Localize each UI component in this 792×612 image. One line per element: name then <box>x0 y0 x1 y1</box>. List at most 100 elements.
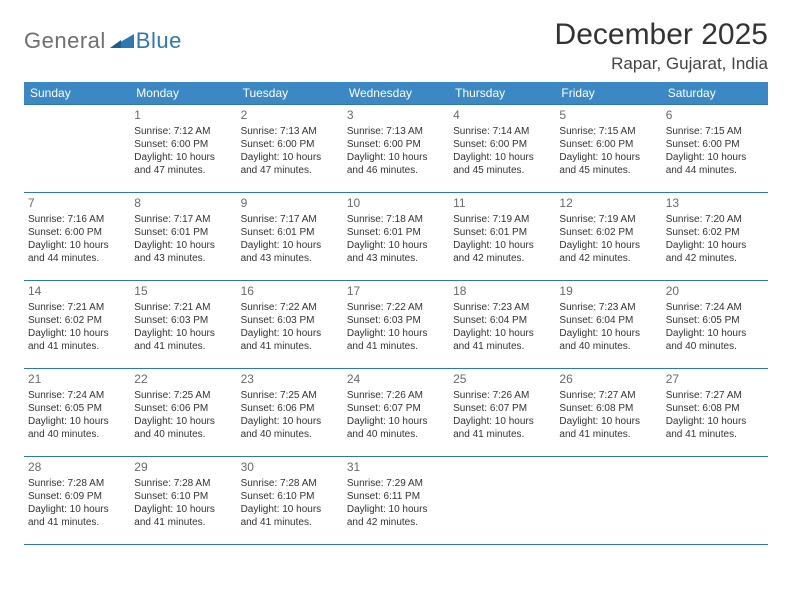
logo-text-blue: Blue <box>136 28 182 54</box>
day-info-line: Sunset: 6:00 PM <box>559 138 657 151</box>
day-header: Tuesday <box>237 82 343 105</box>
day-info-line: Sunrise: 7:14 AM <box>453 125 551 138</box>
day-info-line: Sunrise: 7:28 AM <box>28 477 126 490</box>
calendar-day-cell: 29Sunrise: 7:28 AMSunset: 6:10 PMDayligh… <box>130 457 236 545</box>
calendar-day-cell: 7Sunrise: 7:16 AMSunset: 6:00 PMDaylight… <box>24 193 130 281</box>
day-number: 11 <box>453 196 551 212</box>
day-header: Sunday <box>24 82 130 105</box>
day-number: 17 <box>347 284 445 300</box>
day-number: 27 <box>666 372 764 388</box>
day-info-line: Sunset: 6:00 PM <box>666 138 764 151</box>
day-number: 5 <box>559 108 657 124</box>
day-info-line: Daylight: 10 hours <box>28 415 126 428</box>
calendar-page: General Blue December 2025 Rapar, Gujara… <box>0 0 792 545</box>
day-info-line: Sunrise: 7:13 AM <box>347 125 445 138</box>
day-info-line: Sunset: 6:01 PM <box>134 226 232 239</box>
day-number: 26 <box>559 372 657 388</box>
day-info-line: Sunset: 6:08 PM <box>666 402 764 415</box>
logo-triangle-icon <box>110 30 134 53</box>
day-info-line: and 40 minutes. <box>666 340 764 353</box>
calendar-week-row: 21Sunrise: 7:24 AMSunset: 6:05 PMDayligh… <box>24 369 768 457</box>
calendar-week-row: 7Sunrise: 7:16 AMSunset: 6:00 PMDaylight… <box>24 193 768 281</box>
day-info-line: Sunrise: 7:20 AM <box>666 213 764 226</box>
day-info-line: Daylight: 10 hours <box>453 151 551 164</box>
calendar-day-cell: 28Sunrise: 7:28 AMSunset: 6:09 PMDayligh… <box>24 457 130 545</box>
day-number: 6 <box>666 108 764 124</box>
calendar-day-cell: 19Sunrise: 7:23 AMSunset: 6:04 PMDayligh… <box>555 281 661 369</box>
day-info-line: Sunset: 6:01 PM <box>453 226 551 239</box>
day-info-line: Daylight: 10 hours <box>134 415 232 428</box>
day-info-line: and 46 minutes. <box>347 164 445 177</box>
day-info-line: Sunset: 6:00 PM <box>28 226 126 239</box>
day-header: Wednesday <box>343 82 449 105</box>
day-info-line: Sunset: 6:05 PM <box>666 314 764 327</box>
day-info-line: Sunrise: 7:13 AM <box>241 125 339 138</box>
day-info-line: Daylight: 10 hours <box>453 327 551 340</box>
day-number: 16 <box>241 284 339 300</box>
day-info-line: and 43 minutes. <box>134 252 232 265</box>
day-info-line: and 43 minutes. <box>347 252 445 265</box>
day-info-line: Sunset: 6:01 PM <box>347 226 445 239</box>
day-info-line: Sunrise: 7:17 AM <box>134 213 232 226</box>
day-info-line: Sunset: 6:03 PM <box>134 314 232 327</box>
day-info-line: and 41 minutes. <box>666 428 764 441</box>
day-info-line: and 40 minutes. <box>241 428 339 441</box>
day-number: 14 <box>28 284 126 300</box>
day-info-line: Sunrise: 7:23 AM <box>453 301 551 314</box>
day-info-line: Sunset: 6:10 PM <box>134 490 232 503</box>
day-info-line: Sunrise: 7:16 AM <box>28 213 126 226</box>
calendar-day-cell: 21Sunrise: 7:24 AMSunset: 6:05 PMDayligh… <box>24 369 130 457</box>
day-info-line: Sunrise: 7:19 AM <box>559 213 657 226</box>
day-info-line: Daylight: 10 hours <box>666 239 764 252</box>
calendar-day-cell: 24Sunrise: 7:26 AMSunset: 6:07 PMDayligh… <box>343 369 449 457</box>
calendar-body: 1Sunrise: 7:12 AMSunset: 6:00 PMDaylight… <box>24 105 768 545</box>
day-number: 31 <box>347 460 445 476</box>
day-number: 7 <box>28 196 126 212</box>
day-info-line: Sunset: 6:07 PM <box>347 402 445 415</box>
day-number: 22 <box>134 372 232 388</box>
calendar-day-cell: 14Sunrise: 7:21 AMSunset: 6:02 PMDayligh… <box>24 281 130 369</box>
calendar-day-cell: 25Sunrise: 7:26 AMSunset: 6:07 PMDayligh… <box>449 369 555 457</box>
calendar-day-cell: 16Sunrise: 7:22 AMSunset: 6:03 PMDayligh… <box>237 281 343 369</box>
day-info-line: Sunrise: 7:15 AM <box>559 125 657 138</box>
day-info-line: and 42 minutes. <box>453 252 551 265</box>
calendar-week-row: 14Sunrise: 7:21 AMSunset: 6:02 PMDayligh… <box>24 281 768 369</box>
day-info-line: Daylight: 10 hours <box>241 239 339 252</box>
calendar-day-cell: 9Sunrise: 7:17 AMSunset: 6:01 PMDaylight… <box>237 193 343 281</box>
calendar-week-row: 1Sunrise: 7:12 AMSunset: 6:00 PMDaylight… <box>24 105 768 193</box>
calendar-day-cell: 23Sunrise: 7:25 AMSunset: 6:06 PMDayligh… <box>237 369 343 457</box>
day-info-line: and 44 minutes. <box>28 252 126 265</box>
day-info-line: Daylight: 10 hours <box>347 327 445 340</box>
day-info-line: and 41 minutes. <box>347 340 445 353</box>
day-info-line: Daylight: 10 hours <box>666 415 764 428</box>
day-number: 9 <box>241 196 339 212</box>
day-info-line: Daylight: 10 hours <box>347 415 445 428</box>
day-info-line: Sunrise: 7:17 AM <box>241 213 339 226</box>
day-header: Monday <box>130 82 236 105</box>
day-number: 24 <box>347 372 445 388</box>
day-number: 15 <box>134 284 232 300</box>
calendar-empty-cell <box>555 457 661 545</box>
day-info-line: Sunset: 6:05 PM <box>28 402 126 415</box>
day-info-line: and 47 minutes. <box>241 164 339 177</box>
day-info-line: Daylight: 10 hours <box>28 239 126 252</box>
day-info-line: Sunset: 6:00 PM <box>453 138 551 151</box>
day-info-line: Sunset: 6:04 PM <box>453 314 551 327</box>
day-info-line: and 45 minutes. <box>453 164 551 177</box>
day-info-line: Sunset: 6:03 PM <box>241 314 339 327</box>
day-number: 8 <box>134 196 232 212</box>
calendar-day-cell: 26Sunrise: 7:27 AMSunset: 6:08 PMDayligh… <box>555 369 661 457</box>
day-number: 19 <box>559 284 657 300</box>
day-info-line: Sunrise: 7:25 AM <box>134 389 232 402</box>
title-block: December 2025 Rapar, Gujarat, India <box>555 18 768 74</box>
day-info-line: Sunrise: 7:15 AM <box>666 125 764 138</box>
day-info-line: and 40 minutes. <box>347 428 445 441</box>
day-info-line: and 45 minutes. <box>559 164 657 177</box>
day-number: 20 <box>666 284 764 300</box>
month-title: December 2025 <box>555 18 768 52</box>
day-number: 18 <box>453 284 551 300</box>
day-info-line: Daylight: 10 hours <box>241 503 339 516</box>
day-info-line: Sunset: 6:03 PM <box>347 314 445 327</box>
day-info-line: Sunrise: 7:24 AM <box>666 301 764 314</box>
calendar-day-cell: 10Sunrise: 7:18 AMSunset: 6:01 PMDayligh… <box>343 193 449 281</box>
